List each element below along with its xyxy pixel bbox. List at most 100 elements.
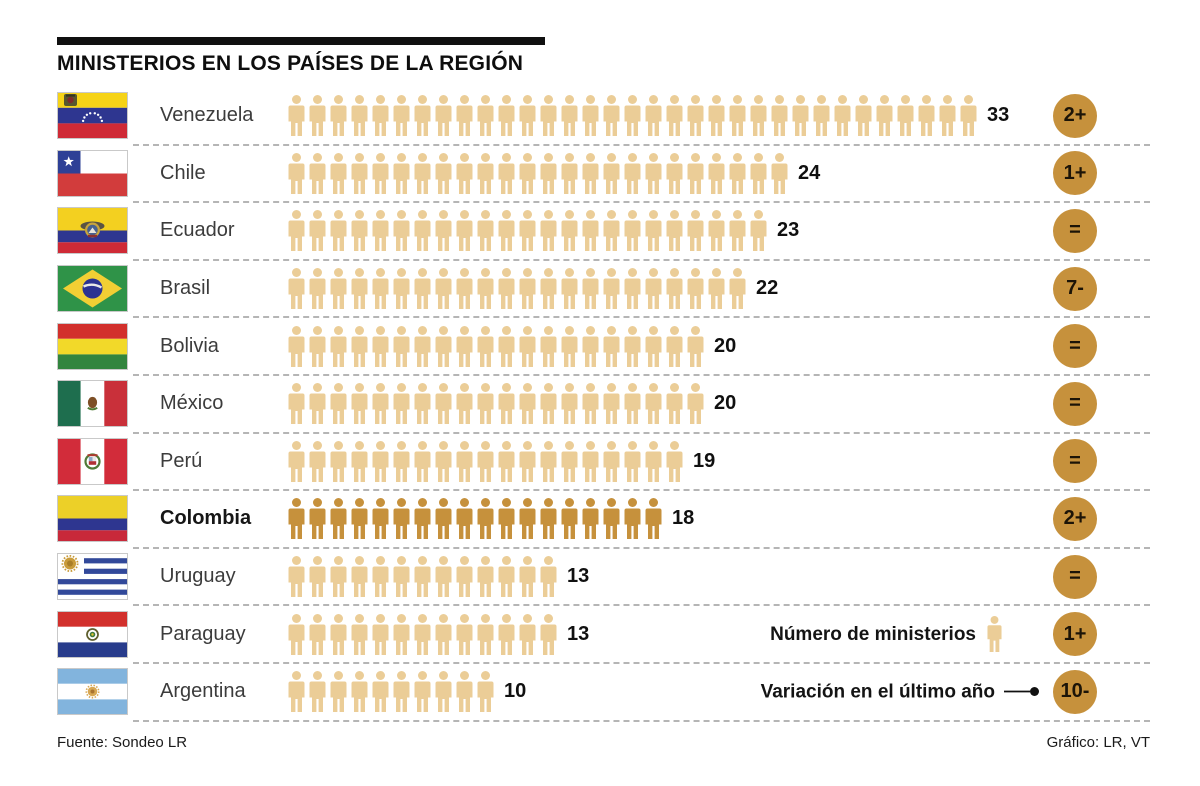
person-icon [519,325,536,367]
person-icon [561,440,578,482]
person-icon [351,498,368,540]
person-icon [708,268,725,310]
legend-connector-dot [1004,686,1040,698]
person-icon [330,613,347,655]
ecuador-flag-icon [57,207,128,255]
person-icon [393,613,410,655]
person-icon [393,152,410,194]
person-icon [435,95,452,137]
person-icon [987,616,1002,653]
bolivia-flag-icon [57,322,128,370]
person-icon [624,210,641,252]
person-icon [603,383,620,425]
person-icon [561,383,578,425]
person-icon [414,613,431,655]
row-divider [133,431,1150,434]
title-accent-bar [57,37,545,45]
person-icon [498,556,515,598]
person-icon [351,152,368,194]
person-icon [792,95,809,137]
person-icon [750,95,767,137]
ministry-count: 22 [756,277,779,300]
person-icon [372,268,389,310]
person-icon [687,325,704,367]
person-icon [750,152,767,194]
person-icon [834,95,851,137]
person-icon [456,152,473,194]
person-icon [645,268,662,310]
person-icon [309,268,326,310]
person-icon [477,671,494,713]
person-icon [666,383,683,425]
person-icon [435,671,452,713]
person-icon [393,268,410,310]
person-icon [414,498,431,540]
peru-flag-icon [57,437,128,485]
person-icon [540,440,557,482]
person-icon [351,556,368,598]
page-title: MINISTERIOS EN LOS PAÍSES DE LA REGIÓN [57,52,524,75]
legend-variation-label: Variación en el último año [760,681,995,703]
person-icon [372,498,389,540]
ministry-count: 10 [504,680,527,703]
person-icon [372,325,389,367]
person-icon [624,498,641,540]
person-icon [498,152,515,194]
person-icon [519,613,536,655]
person-icon [519,440,536,482]
person-icon [288,268,305,310]
person-icon [603,268,620,310]
person-icon [288,210,305,252]
person-icon [666,440,683,482]
person-icon [477,325,494,367]
row-divider [133,661,1150,664]
uruguay-flag-icon [57,553,128,601]
person-icon [645,383,662,425]
person-icon [477,268,494,310]
person-icon [372,613,389,655]
person-icon [645,498,662,540]
ministry-pictogram [288,671,494,713]
country-name: Colombia [160,507,252,530]
country-name: Brasil [160,277,211,300]
country-name: Bolivia [160,334,219,357]
person-icon [708,210,725,252]
person-icon [414,383,431,425]
country-row: Perú 19 = [57,433,1150,492]
country-row: Uruguay 13 = [57,548,1150,607]
person-icon [435,556,452,598]
person-icon [330,556,347,598]
person-icon [330,671,347,713]
person-icon [456,440,473,482]
variation-badge: 10- [1053,669,1097,714]
person-icon [330,268,347,310]
ministry-count: 18 [672,507,695,530]
chile-flag-icon [57,149,128,197]
person-icon [582,95,599,137]
person-icon [372,671,389,713]
person-icon [351,95,368,137]
ministry-count: 20 [714,334,737,357]
person-icon [918,95,935,137]
person-icon [288,95,305,137]
person-icon [393,498,410,540]
ministry-count: 33 [987,104,1010,127]
person-icon [435,325,452,367]
country-row: Argentina 10 Variación en el último año 10- [57,663,1150,722]
ministry-pictogram [288,440,683,482]
row-divider [133,604,1150,607]
person-icon [435,210,452,252]
person-icon [666,152,683,194]
person-icon [351,268,368,310]
person-icon [771,95,788,137]
colombia-flag-icon [57,495,128,543]
person-icon [498,383,515,425]
person-icon [456,268,473,310]
country-rows: Venezuela 33 2+ Chile 24 1+ Ecuador 23 = Brasil 22… [57,87,1150,722]
person-icon [330,210,347,252]
person-icon [750,210,767,252]
person-icon [309,210,326,252]
person-icon [561,268,578,310]
person-icon [456,613,473,655]
